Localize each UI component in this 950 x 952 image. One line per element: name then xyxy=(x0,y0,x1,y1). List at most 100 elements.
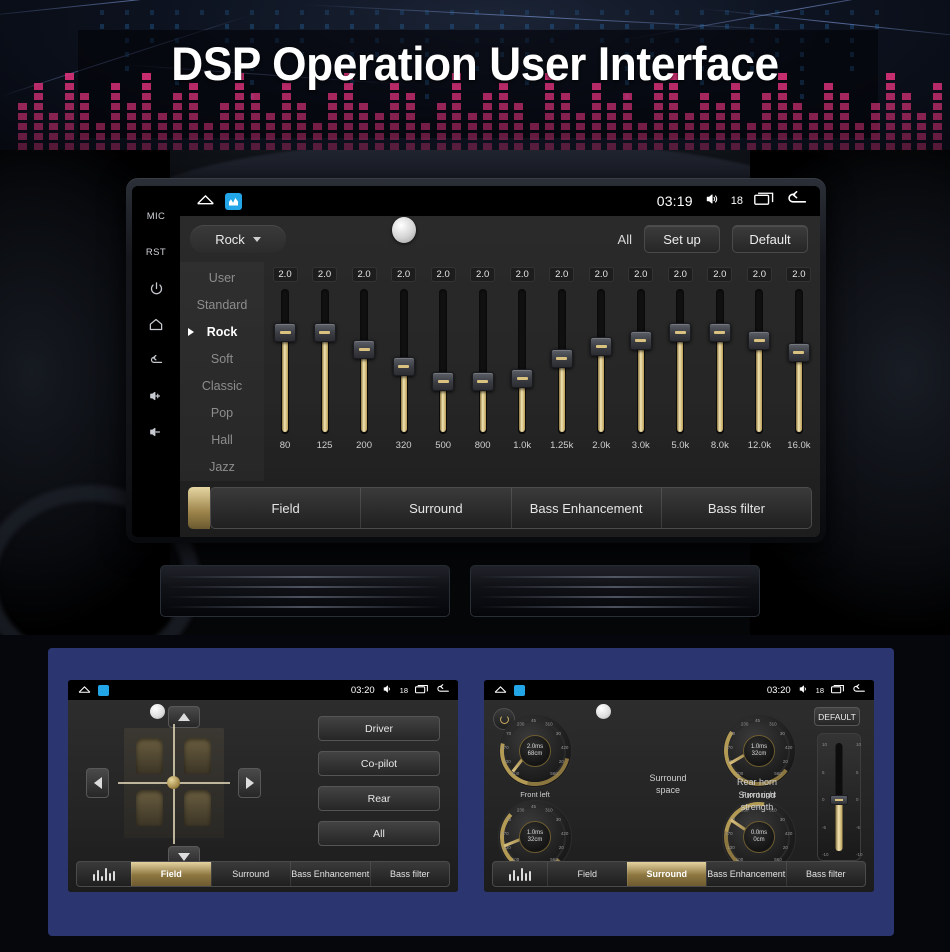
setup-button[interactable]: Set up xyxy=(644,225,720,253)
eq-band-handle[interactable] xyxy=(787,342,810,362)
surround-strength-slider[interactable]: 10 5 0 -5 -10 10 5 0 -5 -10 xyxy=(817,733,863,861)
surround-tab-bass-enhancement[interactable]: Bass Enhancement xyxy=(706,862,786,886)
eq-band-handle[interactable] xyxy=(511,368,534,388)
eq-band-handle[interactable] xyxy=(629,331,652,351)
eq-band-track[interactable] xyxy=(550,289,573,434)
eq-band-track[interactable] xyxy=(511,289,534,434)
eq-band-track[interactable] xyxy=(313,289,336,434)
eq-band-handle[interactable] xyxy=(669,322,692,342)
eq-band-handle[interactable] xyxy=(471,371,494,391)
mic-button[interactable]: MIC xyxy=(146,210,166,222)
equalizer-tab-indicator[interactable] xyxy=(188,487,210,529)
eq-band-track[interactable] xyxy=(392,289,415,434)
dsp-tab-bass-enhancement[interactable]: Bass Enhancement xyxy=(510,488,661,528)
recents-icon[interactable] xyxy=(754,191,775,211)
eq-band-track[interactable] xyxy=(629,289,652,434)
field-position-driver[interactable]: Driver xyxy=(318,716,440,741)
field-tab-bass-enhancement[interactable]: Bass Enhancement xyxy=(290,862,370,886)
surround-default-button[interactable]: DEFAULT xyxy=(814,707,860,726)
volume-down-icon[interactable] xyxy=(132,414,180,450)
dsp-tab-field[interactable]: Field xyxy=(211,488,360,528)
status-home-icon[interactable] xyxy=(196,192,215,211)
equalizer-icon[interactable] xyxy=(77,862,131,886)
preset-item-classic[interactable]: Classic xyxy=(180,373,264,400)
eq-band-125[interactable]: 2.0 125 xyxy=(312,267,338,451)
eq-band-track[interactable] xyxy=(787,289,810,434)
field-back-icon[interactable] xyxy=(436,681,450,699)
home-icon[interactable] xyxy=(132,306,180,342)
power-icon[interactable] xyxy=(132,270,180,306)
surround-tab-surround[interactable]: Surround xyxy=(626,862,706,886)
eq-band-5.0k[interactable]: 2.0 5.0k xyxy=(667,267,693,451)
surround-app-icon[interactable] xyxy=(514,684,525,696)
field-position-all[interactable]: All xyxy=(318,821,440,846)
eq-band-track[interactable] xyxy=(353,289,376,434)
field-arrow-left-button[interactable] xyxy=(86,768,109,798)
equalizer-app-icon[interactable] xyxy=(225,192,242,210)
eq-band-track[interactable] xyxy=(471,289,494,434)
default-button[interactable]: Default xyxy=(732,225,808,253)
eq-band-800[interactable]: 2.0 800 xyxy=(470,267,496,451)
surround-knob-front-left[interactable]: 100 130 170 70 230 45 310 30 420 20 560 2.0ms 68cm xyxy=(486,702,584,800)
eq-band-handle[interactable] xyxy=(392,357,415,377)
eq-band-track[interactable] xyxy=(274,289,296,434)
field-position-rear[interactable]: Rear xyxy=(318,786,440,811)
eq-band-200[interactable]: 2.0 200 xyxy=(351,267,377,451)
field-home-icon[interactable] xyxy=(78,681,91,699)
preset-item-standard[interactable]: Standard xyxy=(180,291,264,318)
surround-recents-icon[interactable] xyxy=(831,681,845,699)
eq-band-handle[interactable] xyxy=(313,322,336,342)
field-recents-icon[interactable] xyxy=(415,681,429,699)
eq-band-2.0k[interactable]: 2.0 2.0k xyxy=(588,267,614,451)
surround-home-icon[interactable] xyxy=(494,681,507,699)
dsp-tab-surround[interactable]: Surround xyxy=(360,488,510,528)
eq-band-track[interactable] xyxy=(669,289,692,434)
status-back-icon[interactable] xyxy=(786,191,808,211)
eq-band-handle[interactable] xyxy=(550,348,573,368)
eq-band-handle[interactable] xyxy=(590,337,613,356)
preset-item-soft[interactable]: Soft xyxy=(180,345,264,372)
field-arrow-right-button[interactable] xyxy=(238,768,261,798)
preset-dropdown[interactable]: Rock xyxy=(190,225,286,253)
all-label[interactable]: All xyxy=(617,231,632,247)
sound-stage-position-dot[interactable] xyxy=(167,776,180,789)
volume-up-icon[interactable] xyxy=(132,378,180,414)
back-icon[interactable] xyxy=(132,342,180,378)
preset-item-jazz[interactable]: Jazz xyxy=(180,454,264,481)
eq-band-1.0k[interactable]: 2.0 1.0k xyxy=(509,267,535,451)
surround-tab-field[interactable]: Field xyxy=(547,862,627,886)
eq-band-track[interactable] xyxy=(590,289,613,434)
field-position-co-pilot[interactable]: Co-pilot xyxy=(318,751,440,776)
eq-band-1.25k[interactable]: 2.0 1.25k xyxy=(549,267,575,451)
field-tab-bass-filter[interactable]: Bass filter xyxy=(369,862,450,886)
preset-item-hall[interactable]: Hall xyxy=(180,427,264,454)
eq-band-handle[interactable] xyxy=(353,339,376,359)
field-tab-field[interactable]: Field xyxy=(131,862,211,886)
preset-item-rock[interactable]: Rock xyxy=(180,318,264,345)
eq-band-8.0k[interactable]: 2.0 8.0k xyxy=(707,267,733,451)
eq-band-track[interactable] xyxy=(432,289,455,434)
eq-band-handle[interactable] xyxy=(432,371,455,391)
eq-band-12.0k[interactable]: 2.0 12.0k xyxy=(746,267,772,451)
eq-band-3.0k[interactable]: 2.0 3.0k xyxy=(628,267,654,451)
eq-band-handle[interactable] xyxy=(748,331,771,351)
surround-tab-bass-filter[interactable]: Bass filter xyxy=(785,862,866,886)
eq-band-track[interactable] xyxy=(708,289,731,434)
equalizer-icon[interactable] xyxy=(493,862,547,886)
field-arrow-up-button[interactable] xyxy=(168,706,200,728)
field-app-icon[interactable] xyxy=(98,684,109,696)
field-tab-surround[interactable]: Surround xyxy=(210,862,291,886)
slider-handle[interactable] xyxy=(830,794,848,805)
eq-band-handle[interactable] xyxy=(274,322,296,342)
dsp-tab-bass-filter[interactable]: Bass filter xyxy=(660,488,811,528)
eq-band-80[interactable]: 2.0 80 xyxy=(272,267,298,451)
eq-band-handle[interactable] xyxy=(708,322,731,342)
preset-item-user[interactable]: User xyxy=(180,264,264,291)
reset-button[interactable]: RST xyxy=(145,246,167,258)
eq-band-500[interactable]: 2.0 500 xyxy=(430,267,456,451)
eq-band-track[interactable] xyxy=(748,289,771,434)
eq-band-16.0k[interactable]: 2.0 16.0k xyxy=(786,267,812,451)
eq-band-320[interactable]: 2.0 320 xyxy=(391,267,417,451)
preset-item-pop[interactable]: Pop xyxy=(180,400,264,427)
